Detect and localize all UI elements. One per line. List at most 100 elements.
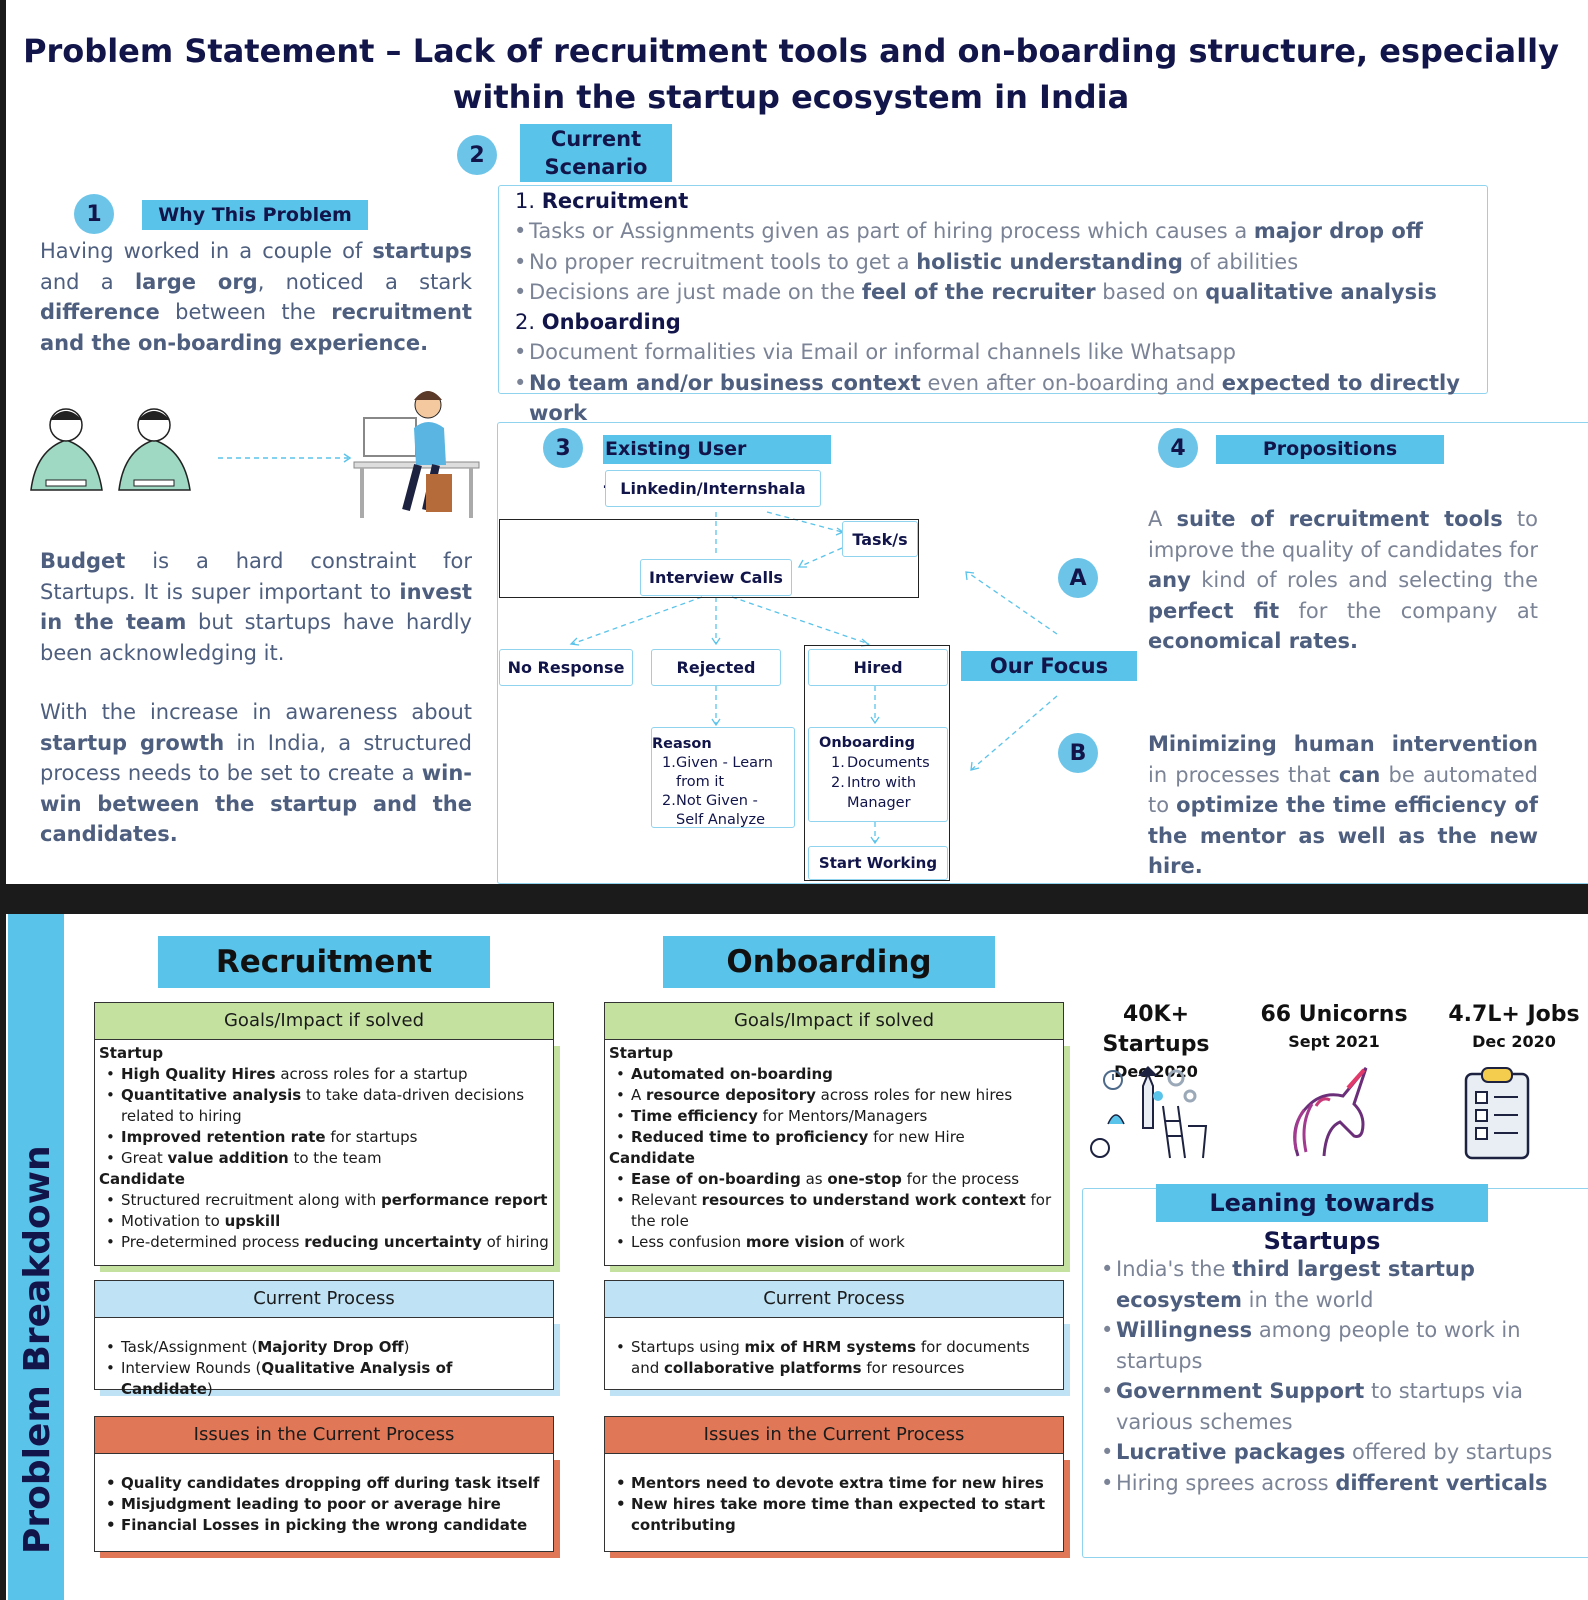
stat-date: Dec 2020 (1114, 1062, 1198, 1081)
recruitment-current-process: Current Process Task/Assignment (Majorit… (94, 1280, 554, 1398)
list-item: Lucrative packages offered by startups (1094, 1437, 1554, 1468)
list-item: Quality candidates dropping off during t… (99, 1473, 549, 1494)
startup-team-icon (1090, 1066, 1208, 1159)
stat-startups: 40K+ Startups Dec 2020 (1076, 1000, 1236, 1084)
list-item: New hires take more time than expected t… (609, 1494, 1059, 1536)
goals-header: Goals/Impact if solved (604, 1002, 1064, 1040)
list-item: Willingness among people to work in star… (1094, 1315, 1554, 1376)
scenario-box: 1. Recruitment Tasks or Assignments give… (498, 185, 1488, 425)
node-interview-calls: Interview Calls (640, 559, 792, 596)
list-item: Document formalities via Email or inform… (507, 337, 1487, 368)
proposition-a-badge: A (1058, 558, 1098, 598)
current-process-header: Current Process (94, 1280, 554, 1318)
list-item: Government Support to startups via vario… (1094, 1376, 1554, 1437)
onboarding-title: Onboarding (663, 936, 995, 988)
node-tasks: Task/s (842, 521, 918, 557)
side-title: Problem Breakdown (17, 1145, 58, 1554)
journey-tag: Existing User Journey (603, 435, 831, 489)
onboarding-issues: Issues in the Current Process Mentors ne… (604, 1416, 1064, 1552)
leaning-title: Leaning towards Startups (1156, 1184, 1488, 1255)
list-item: No proper recruitment tools to get a hol… (507, 247, 1487, 278)
list-item: Ease of on-boarding as one-stop for the … (609, 1169, 1059, 1190)
reason-title: Reason (652, 736, 712, 752)
onboarding-node-title: Onboarding (819, 735, 915, 751)
list-item: No team and/or business context even aft… (507, 368, 1487, 429)
scenario-onboarding-list: Document formalities via Email or inform… (507, 337, 1487, 428)
list-item: Mentors need to devote extra time for ne… (609, 1473, 1059, 1494)
list-item: Decisions are just made on the feel of t… (507, 277, 1487, 308)
why-tag: Why This Problem (142, 200, 368, 230)
scenario-tag: Current Scenario (520, 124, 672, 182)
section-number-4: 4 (1158, 428, 1198, 468)
onboarding-node-item: 1. Documents (831, 755, 930, 771)
leaning-list: India's the third largest startup ecosys… (1094, 1254, 1554, 1498)
list-item: Tasks or Assignments given as part of hi… (507, 216, 1487, 247)
list-item: Relevant resources to understand work co… (609, 1190, 1059, 1232)
page-title-line1: Problem Statement – Lack of recruitment … (23, 32, 1559, 70)
stat-jobs: 4.7L+ Jobs Dec 2020 (1434, 1000, 1588, 1054)
hired-group-frame (804, 645, 950, 881)
list-item: Great value addition to the team (99, 1148, 549, 1169)
issues-body: Mentors need to devote extra time for ne… (604, 1454, 1064, 1552)
node-no-response: No Response (499, 649, 633, 686)
propositions-tag: Propositions (1216, 435, 1444, 464)
list-item: Improved retention rate for startups (99, 1127, 549, 1148)
goals-candidate-label: Candidate (609, 1149, 695, 1167)
list-item: Automated on-boarding (609, 1064, 1059, 1085)
proposition-b-badge: B (1058, 733, 1098, 773)
section-number-2: 2 (457, 135, 497, 175)
list-item: Motivation to upskill (99, 1211, 549, 1232)
reason-item: 1. Given - Learn from it (662, 755, 773, 790)
goals-body: Startup High Quality Hires across roles … (94, 1040, 554, 1266)
journey-frame (497, 422, 1588, 884)
goals-body: Startup Automated on-boarding A resource… (604, 1040, 1064, 1266)
our-focus-tag: Our Focus (961, 651, 1137, 681)
onboarding-current-process: Current Process Startups using mix of HR… (604, 1280, 1064, 1390)
bottom-slide: Problem Breakdown Recruitment Goals/Impa… (6, 914, 1588, 1600)
recruitment-issues: Issues in the Current Process Quality ca… (94, 1416, 554, 1552)
list-item: Hiring sprees across different verticals (1094, 1468, 1554, 1499)
list-item: Time efficiency for Mentors/Managers (609, 1106, 1059, 1127)
stat-unicorns: 66 Unicorns Sept 2021 (1254, 1000, 1414, 1054)
stat-value: 66 Unicorns (1260, 1002, 1408, 1027)
why-paragraph-3: With the increase in awareness about sta… (40, 700, 472, 846)
page-title: Problem Statement – Lack of recruitment … (6, 28, 1576, 120)
why-paragraph-1: Having worked in a couple of startups an… (40, 239, 472, 355)
proposition-a-text: A suite of recruitment tools to improve … (1148, 507, 1538, 653)
list-item: Misjudgment leading to poor or average h… (99, 1494, 549, 1515)
node-linkedin-internshala: Linkedin/Internshala (605, 470, 821, 507)
current-process-header: Current Process (604, 1280, 1064, 1318)
goals-header: Goals/Impact if solved (94, 1002, 554, 1040)
interview-group-frame (499, 519, 919, 598)
scenario-onboarding-heading: 2. Onboarding (515, 310, 681, 335)
desk-worker-icon (353, 391, 480, 518)
onboarding-node-item: 2. Intro with Manager (831, 775, 917, 811)
scenario-tag-line1: Current (550, 127, 642, 151)
stat-value: 40K+ Startups (1102, 1002, 1210, 1057)
reason-item: 2. Not Given - Self Analyze (662, 793, 766, 828)
scenario-recruitment-heading: 1. Recruitment (515, 189, 689, 213)
recruitment-title: Recruitment (158, 936, 490, 988)
unicorn-icon (1293, 1067, 1368, 1157)
proposition-b-text: Minimizing human intervention in process… (1148, 732, 1539, 878)
node-reason: Reason 1. Given - Learn from it 2. Not Giv… (651, 727, 795, 828)
list-item: Pre-determined process reducing uncertai… (99, 1232, 549, 1253)
onboarding-goals: Goals/Impact if solved Startup Automated… (604, 1002, 1064, 1266)
worker-icon (30, 408, 103, 491)
why-paragraph-2: Budget is a hard constraint for Startups… (40, 549, 472, 665)
stat-date: Dec 2020 (1472, 1032, 1556, 1051)
goals-startup-label: Startup (99, 1044, 164, 1062)
scenario-recruitment-list: Tasks or Assignments given as part of hi… (507, 216, 1487, 307)
issues-body: Quality candidates dropping off during t… (94, 1454, 554, 1552)
list-item: Structured recruitment along with perfor… (99, 1190, 549, 1211)
list-item: Less confusion more vision of work (609, 1232, 1059, 1253)
list-item: A resource depository across roles for n… (609, 1085, 1059, 1106)
section-number-3: 3 (543, 428, 583, 468)
current-process-body: Startups using mix of HRM systems for do… (604, 1318, 1064, 1390)
stat-value: 4.7L+ Jobs (1448, 1002, 1580, 1027)
list-item: Reduced time to proficiency for new Hire (609, 1127, 1059, 1148)
current-process-body: Task/Assignment (Majority Drop Off) Inte… (94, 1318, 554, 1398)
scenario-tag-line2: Scenario (544, 155, 648, 179)
node-onboarding: Onboarding 1. Documents 2. Intro with Mana… (808, 727, 948, 822)
list-item: Task/Assignment (Majority Drop Off) (99, 1337, 549, 1358)
